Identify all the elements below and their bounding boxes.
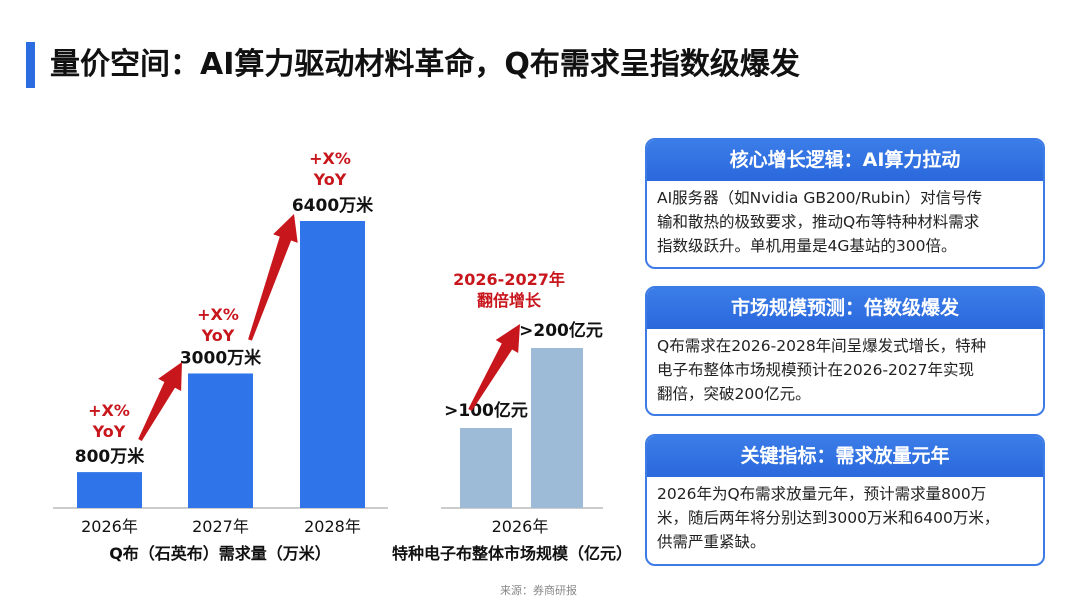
annotation: YoY [313,170,347,189]
card-line: Q布需求在2026-2028年间呈爆发式增长，特种 [657,337,987,355]
growth-arrow [468,324,520,412]
tick-label: 2028年 [304,517,361,536]
tick-label: 2026年 [492,517,549,536]
data-label: 800万米 [75,446,145,467]
bar-2027年 [188,373,253,508]
card-line: 2026年为Q布需求放量元年，预计需求量800万 [657,485,987,503]
annotation: +X% [309,149,351,168]
card-key-indicator: 关键指标：需求放量元年 2026年为Q布需求放量元年，预计需求量800万 米，随后… [645,434,1045,566]
data-label: 6400万米 [292,195,374,216]
tick-label: 2026年 [81,517,138,536]
annotation: +X% [88,401,130,420]
bar [531,348,583,508]
x-axis-title: 特种电子布整体市场规模（亿元） [392,544,632,563]
annotation: 翻倍增长 [477,291,542,310]
card-line: 输和散热的极致要求，推动Q布等特种材料需求 [657,213,980,231]
bar-2026年 [77,472,142,508]
data-label: >200亿元 [519,320,603,341]
card-line: AI服务器（如Nvidia GB200/Rubin）对信号传 [657,189,983,207]
data-label: >100亿元 [444,400,528,421]
card-growth-logic: 核心增长逻辑：AI算力拉动 AI服务器（如Nvidia GB200/Rubin）… [645,138,1045,269]
card-market-forecast: 市场规模预测：倍数级爆发 Q布需求在2026-2028年间呈爆发式增长，特种 电子… [645,286,1045,416]
card-header: 市场规模预测：倍数级爆发 [647,288,1043,329]
data-label: 3000万米 [180,347,262,368]
annotation: YoY [92,422,126,441]
tick-label: 2027年 [192,517,249,536]
source-note: 来源：券商研报 [500,584,577,597]
card-header: 核心增长逻辑：AI算力拉动 [647,140,1043,181]
annotation: 2026-2027年 [453,270,565,289]
card-line: 翻倍，突破200亿元。 [657,385,811,403]
card-line: 指数级跃升。单机用量是4G基站的300倍。 [657,237,957,255]
bar-2028年 [300,221,365,508]
growth-arrow [248,214,298,341]
annotation: YoY [201,326,235,345]
title-accent-bar [26,42,35,88]
card-line: 供需严重紧缺。 [657,533,766,551]
card-line: 米，随后两年将分别达到3000万米和6400万米， [657,509,1000,527]
x-axis-title: Q布（石英布）需求量（万米） [109,544,331,563]
card-line: 电子布整体市场规模预计在2026-2027年实现 [657,361,974,379]
bar [460,428,512,508]
growth-arrow [138,362,182,441]
page-title: 量价空间：AI算力驱动材料革命，Q布需求呈指数级爆发 [50,47,800,82]
annotation: +X% [197,305,239,324]
charts: 800万米 2026年 3000万米 2027年 6400万米 2028年 +X% YoY +X… [53,149,632,563]
card-header: 关键指标：需求放量元年 [647,436,1043,477]
